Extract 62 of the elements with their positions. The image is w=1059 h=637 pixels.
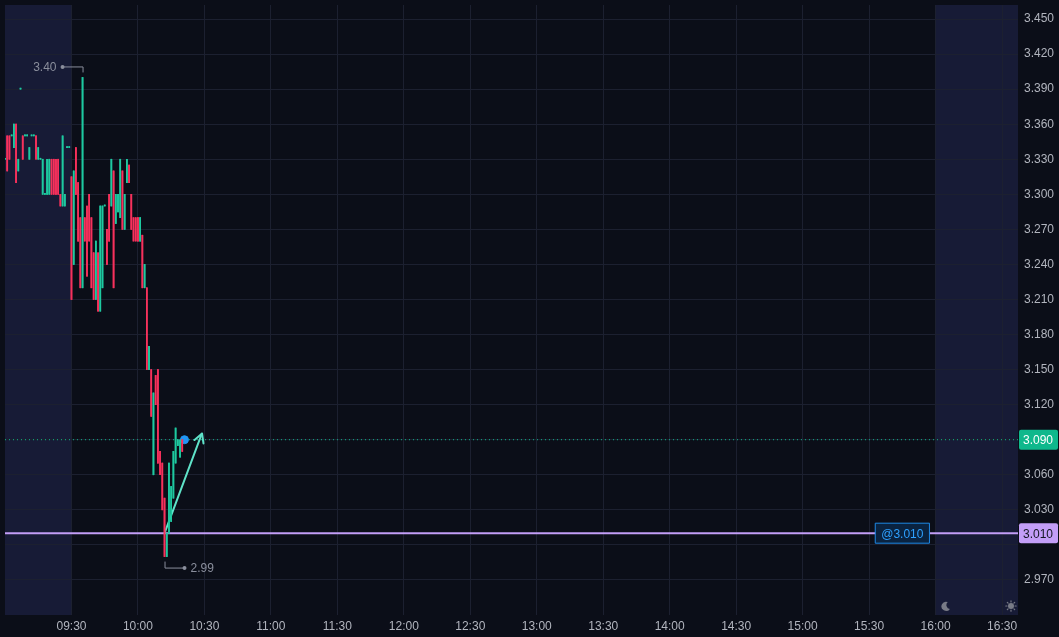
y-tick-label: 2.970 [1024,572,1055,587]
x-tick-label: 16:00 [920,618,951,633]
x-tick-label: 11:30 [322,618,353,633]
candlestick [103,204,106,207]
candlestick [97,252,99,312]
x-tick-label: 15:30 [854,618,885,633]
y-tick-label: 3.450 [1024,11,1055,26]
x-tick-label: 14:30 [721,618,752,633]
candlestick [110,158,113,207]
x-tick-label: 13:30 [588,618,619,633]
candlestick [15,123,17,183]
candlestick [37,147,40,160]
candlestick [41,158,44,195]
x-tick-label: 13:00 [521,618,553,633]
candlestick [123,193,126,230]
candlestick [148,345,150,370]
y-tick-label: 3.150 [1024,361,1055,376]
x-tick-label: 10:30 [189,618,220,633]
annotation: @3.010 [881,526,924,541]
ref-line-label: 3.090 [1023,433,1054,448]
candlestick [35,135,37,160]
candlestick [17,158,20,172]
x-tick-label: 12:30 [455,618,486,633]
ref-line-label: 3.010 [1023,526,1054,541]
x-tick-label: 15:00 [787,618,818,633]
candlestick [61,135,64,207]
y-tick-label: 3.060 [1024,467,1055,482]
candlestick [152,392,155,476]
y-tick-label: 3.390 [1024,81,1055,96]
y-tick-label: 3.120 [1024,396,1055,411]
x-tick-label: 14:00 [654,618,686,633]
y-tick-label: 3.420 [1024,46,1055,61]
candlestick [72,170,75,265]
y-tick-label: 3.270 [1024,221,1055,236]
candlestick [46,158,48,195]
x-tick-label: 09:30 [56,618,87,633]
x-tick-label: 11:00 [256,618,286,633]
x-tick-label: 10:00 [122,618,154,633]
x-tick-label: 12:00 [388,618,420,633]
candlestick [143,264,146,289]
candlestick [81,77,84,289]
candlestick [126,158,128,183]
y-tick-label: 3.300 [1024,186,1055,201]
candlestick [128,164,130,183]
candlestick [95,240,97,300]
candlestick [99,205,102,312]
candlestick [6,135,9,172]
annotation: 3.40 [33,59,57,74]
x-tick-label: 16:30 [987,618,1018,633]
y-tick-label: 3.330 [1024,151,1055,166]
candlestick [21,135,24,160]
candlestick [28,147,31,160]
y-tick-label: 3.240 [1024,256,1055,271]
y-tick-label: 3.210 [1024,291,1055,306]
y-tick-label: 3.180 [1024,326,1055,341]
candlestick [13,123,15,148]
y-tick-label: 3.030 [1024,502,1055,517]
candlestick [70,176,73,300]
candlestick [55,158,57,195]
annotation: 2.99 [190,560,215,575]
candlestick [114,193,117,224]
y-tick-label: 3.360 [1024,116,1055,131]
